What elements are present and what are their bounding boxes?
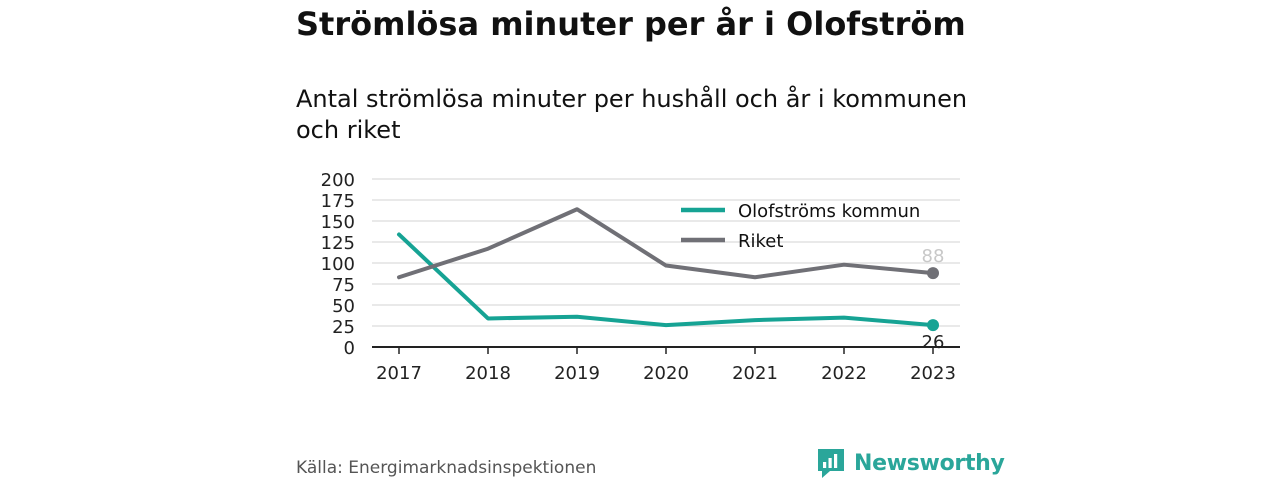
y-tick-label: 25 [332, 317, 355, 338]
x-tick-label: 2020 [643, 363, 689, 384]
series-end-point [927, 319, 939, 332]
chart-subtitle: Antal strömlösa minuter per hushåll och … [296, 85, 968, 144]
brand-name: Newsworthy [854, 450, 1005, 476]
chart-container: Strömlösa minuter per år i Olofström Ant… [296, 0, 1005, 480]
series-end-point [927, 267, 939, 280]
legend: Olofströms kommun Riket [681, 201, 920, 252]
y-tick-label: 150 [321, 212, 355, 233]
newsworthy-logo-icon [818, 449, 844, 478]
x-tick-label: 2022 [821, 363, 867, 384]
y-tick-label: 200 [321, 170, 355, 191]
y-tick-label: 75 [332, 275, 355, 296]
y-tick-label: 100 [321, 254, 355, 275]
data-label: 88 [922, 246, 945, 267]
y-tick-label: 125 [321, 233, 355, 254]
x-axis-ticks: 2017 2018 2019 2020 2021 2022 2023 [376, 347, 956, 384]
x-tick-label: 2019 [554, 363, 600, 384]
legend-label: Riket [738, 231, 783, 252]
y-tick-label: 0 [344, 338, 355, 359]
source-note: Källa: Energimarknadsinspektionen [296, 458, 597, 478]
x-tick-label: 2017 [376, 363, 422, 384]
brand-logo: Newsworthy [816, 447, 1005, 479]
series-line [397, 232, 935, 328]
x-tick-label: 2018 [465, 363, 511, 384]
x-tick-label: 2021 [732, 363, 778, 384]
y-tick-label: 175 [321, 191, 355, 212]
y-tick-label: 50 [332, 296, 355, 317]
series-lines: 26 88 [397, 207, 945, 353]
legend-label: Olofströms kommun [738, 201, 920, 222]
series-line [397, 207, 935, 280]
data-label: 26 [922, 332, 945, 353]
x-tick-label: 2023 [910, 363, 956, 384]
chart-title: Strömlösa minuter per år i Olofström [296, 5, 966, 43]
